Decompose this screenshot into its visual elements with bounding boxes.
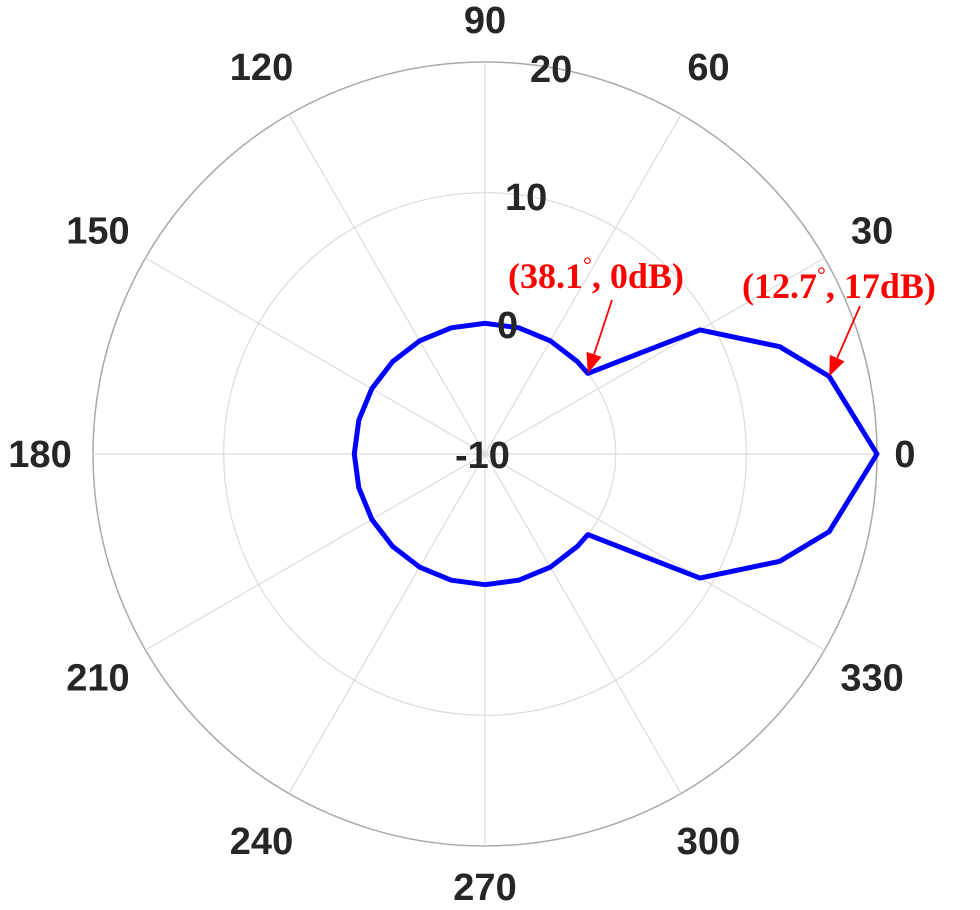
angle-tick-labels: 0 30 60 90 120 150 180 210 240 270 300 330 <box>8 0 915 909</box>
annotation-arrow-head <box>829 354 845 377</box>
spoke-line <box>288 114 486 455</box>
angle-tick-label: 0 <box>894 434 915 476</box>
angle-tick-label: 90 <box>464 0 506 42</box>
trace-layer <box>351 320 880 588</box>
annotation-arrow-head <box>586 351 602 374</box>
angle-tick-label: 150 <box>66 211 129 253</box>
spoke-line <box>288 453 486 794</box>
radial-tick-labels: -10 0 10 20 <box>455 49 572 477</box>
spoke-line <box>484 453 682 794</box>
angle-tick-label: 120 <box>230 47 293 89</box>
r-tick-label: -10 <box>455 435 510 477</box>
angle-tick-label: 30 <box>851 211 893 253</box>
angle-tick-label: 330 <box>840 658 903 700</box>
annotation-arrow-line <box>836 305 861 359</box>
annotations: (38.1°, 0dB) (12.7°, 17dB) <box>508 252 936 377</box>
angle-tick-label: 270 <box>453 867 516 909</box>
angle-tick-label: 180 <box>8 434 71 476</box>
angle-tick-label: 210 <box>66 658 129 700</box>
spoke-line <box>484 257 825 455</box>
spoke-line <box>145 453 486 651</box>
series-trace <box>351 320 880 588</box>
spoke-line <box>484 114 682 455</box>
annotation-arrow-line <box>593 299 613 355</box>
annotation-2-label: (12.7°, 17dB) <box>742 262 936 306</box>
r-tick-label: 0 <box>497 305 518 347</box>
angle-tick-label: 300 <box>677 821 740 863</box>
angle-tick-label: 240 <box>230 821 293 863</box>
spoke-line <box>484 453 825 651</box>
r-tick-label: 10 <box>505 177 547 219</box>
r-tick-label: 20 <box>530 49 572 91</box>
angle-tick-label: 60 <box>687 47 729 89</box>
spoke-line <box>145 257 486 455</box>
annotation-1-label: (38.1°, 0dB) <box>508 252 684 296</box>
